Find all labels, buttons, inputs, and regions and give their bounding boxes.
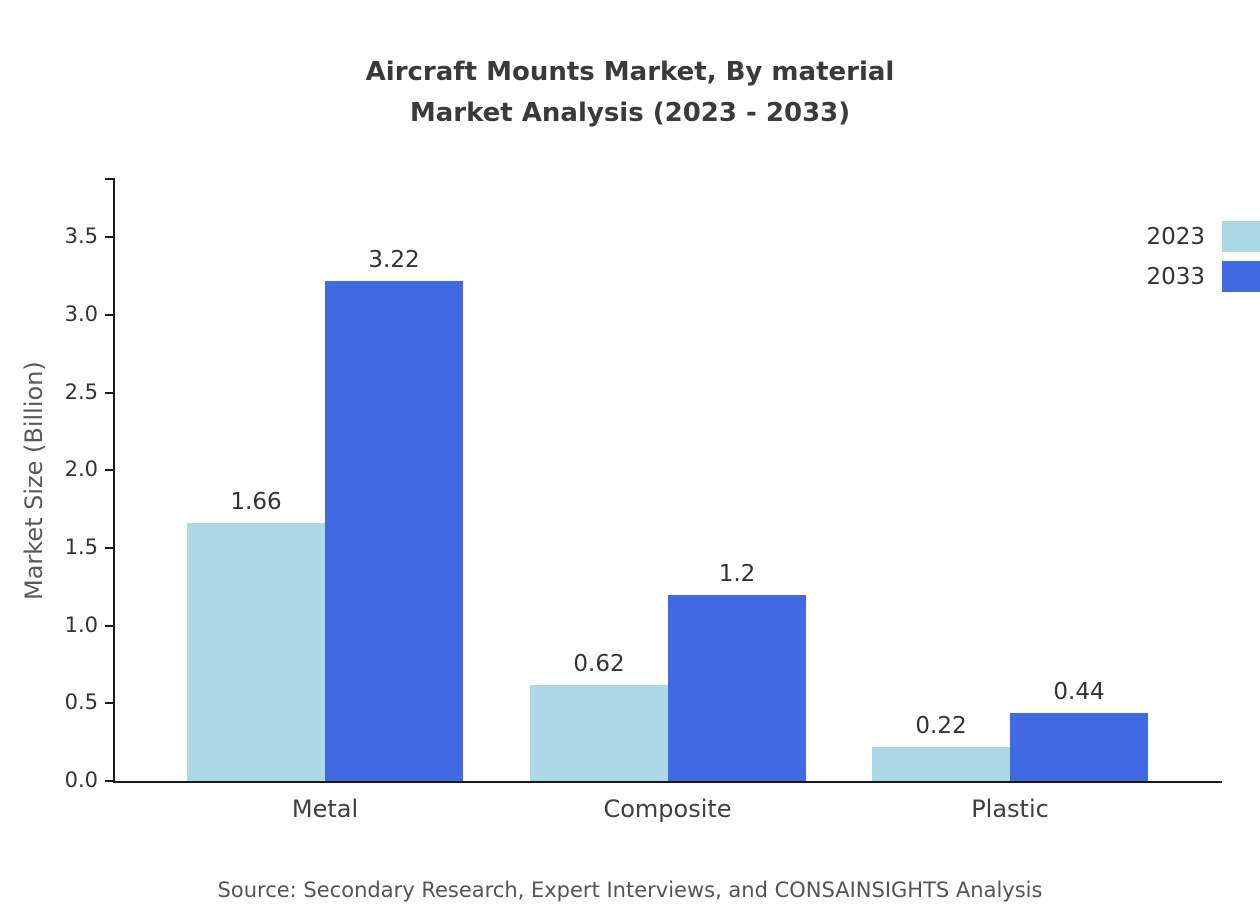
y-tick-mark [105, 624, 113, 627]
y-tick-label: 0.0 [64, 768, 98, 792]
y-tick-mark [105, 314, 113, 317]
y-tick-mark [105, 469, 113, 472]
source-note: Source: Secondary Research, Expert Inter… [217, 878, 1043, 902]
y-tick-label: 3.0 [64, 302, 98, 327]
y-axis-line [113, 178, 115, 783]
bar-value-label: 1.66 [230, 489, 282, 515]
bar-value-label: 0.44 [1053, 679, 1105, 705]
y-tick-mark [105, 391, 113, 394]
y-tick-label: 1.5 [64, 535, 98, 560]
bar-value-label: 1.2 [718, 561, 756, 587]
y-tick-mark [105, 547, 113, 550]
bar-2023-composite [530, 685, 668, 781]
y-tick-label: 1.0 [64, 612, 98, 637]
bar-value-label: 0.62 [573, 651, 625, 677]
chart-title: Aircraft Mounts Market, By material Mark… [0, 52, 1260, 134]
y-tick-mark [105, 780, 113, 782]
y-tick-label: 2.5 [64, 379, 98, 404]
legend-swatch-2033 [1222, 261, 1260, 292]
x-tick-label-composite: Composite [603, 795, 732, 823]
bar-value-label: 3.22 [368, 247, 420, 273]
y-tick-label: 2.0 [64, 457, 98, 482]
y-tick-label: 0.5 [64, 690, 98, 715]
x-tick-label-plastic: Plastic [971, 795, 1049, 823]
bar-2023-plastic [872, 747, 1010, 781]
y-tick-mark [105, 702, 113, 705]
legend-swatch-2023 [1222, 221, 1260, 252]
bar-2033-plastic [1010, 713, 1148, 781]
chart-title-line1: Aircraft Mounts Market, By material [365, 57, 895, 87]
bar-2033-metal [325, 281, 463, 781]
legend-label-2023: 2023 [1146, 224, 1205, 250]
bar-2023-metal [187, 523, 325, 781]
bar-value-label: 0.22 [915, 713, 967, 739]
chart-title-line2: Market Analysis (2023 - 2033) [409, 98, 851, 128]
bar-2033-composite [668, 595, 806, 781]
legend-label-2033: 2033 [1146, 264, 1205, 290]
y-tick-mark [105, 236, 113, 239]
x-tick-label-metal: Metal [291, 795, 359, 823]
x-axis-line [113, 781, 1222, 783]
y-tick-label: 3.5 [64, 224, 98, 249]
y-axis-top-tick [105, 178, 113, 180]
